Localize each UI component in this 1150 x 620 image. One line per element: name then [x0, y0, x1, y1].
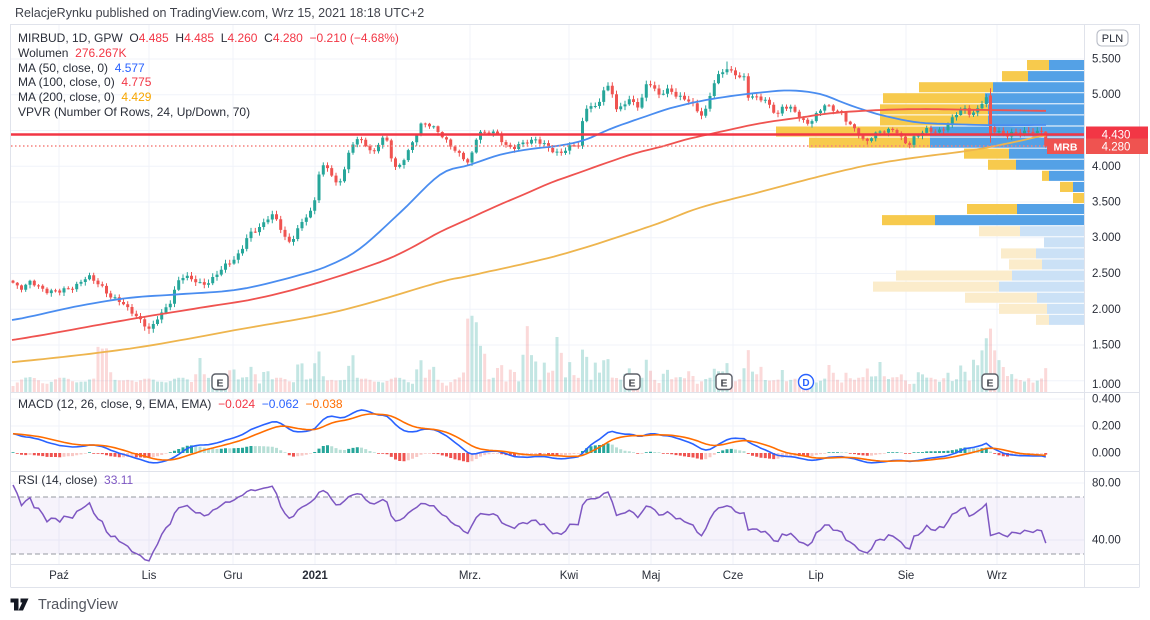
svg-text:5.000: 5.000	[1092, 89, 1121, 101]
svg-text:2.500: 2.500	[1092, 268, 1121, 280]
svg-text:2.000: 2.000	[1092, 304, 1121, 316]
svg-text:E: E	[216, 378, 223, 390]
svg-text:PLN: PLN	[1102, 33, 1123, 45]
svg-text:0.000: 0.000	[1092, 448, 1121, 460]
svg-text:Cze: Cze	[723, 570, 743, 582]
svg-text:Lis: Lis	[142, 570, 157, 582]
svg-text:4.000: 4.000	[1092, 161, 1121, 173]
svg-text:Kwi: Kwi	[560, 570, 579, 582]
svg-text:MRB: MRB	[1054, 142, 1078, 154]
svg-text:0.200: 0.200	[1092, 421, 1121, 433]
svg-text:0.400: 0.400	[1092, 394, 1121, 406]
svg-text:40.00: 40.00	[1092, 535, 1121, 547]
svg-text:5.500: 5.500	[1092, 54, 1121, 66]
svg-text:Sie: Sie	[898, 570, 915, 582]
svg-text:Maj: Maj	[642, 570, 661, 582]
svg-text:80.00: 80.00	[1092, 478, 1121, 490]
svg-text:1.000: 1.000	[1092, 379, 1121, 391]
svg-text:3.000: 3.000	[1092, 232, 1121, 244]
svg-text:4.280: 4.280	[1102, 142, 1131, 154]
svg-text:Wrz: Wrz	[987, 570, 1007, 582]
svg-text:Paź: Paź	[49, 570, 69, 582]
svg-text:2021: 2021	[302, 570, 328, 582]
svg-text:D: D	[802, 378, 809, 389]
svg-text:Mrz.: Mrz.	[459, 570, 481, 582]
svg-text:3.500: 3.500	[1092, 197, 1121, 209]
svg-text:1.500: 1.500	[1092, 340, 1121, 352]
svg-text:E: E	[720, 378, 727, 390]
svg-text:E: E	[986, 378, 993, 390]
svg-text:Gru: Gru	[223, 570, 242, 582]
svg-text:E: E	[628, 378, 635, 390]
svg-text:Lip: Lip	[808, 570, 823, 582]
